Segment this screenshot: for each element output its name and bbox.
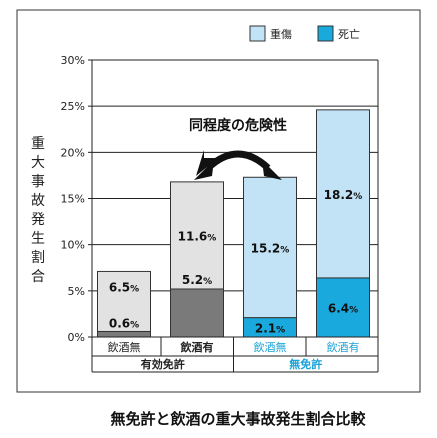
y-tick-label: 0% [68,331,85,344]
chart-caption: 無免許と飲酒の重大事故発生割合比較 [110,410,366,428]
y-axis-label-char: 大 [31,155,45,171]
y-axis-label-char: 合 [31,269,45,285]
bar-injury [170,181,224,290]
legend-label-fatal: 死亡 [338,27,360,41]
value-label-fatal: 6.4% [328,301,358,315]
value-label-fatal: 2.1% [255,321,285,335]
legend: 重傷 死亡 [249,25,360,42]
value-label-injury: 11.6% [178,229,217,243]
bar-fatal [316,277,370,338]
y-tick-label: 5% [68,285,85,298]
y-tick-label: 10% [61,239,85,252]
x-group-label: 有効免許 [141,357,185,371]
bar-fatal [170,288,224,338]
bar-injury [97,270,151,332]
y-axis-ticks: 0% 5% 10% 15% 20% 25% 30% [61,54,92,344]
legend-swatch-injury [249,25,266,42]
y-tick-label: 30% [61,54,85,67]
bar-fatal [97,330,151,338]
y-tick-label: 20% [61,146,85,159]
x-group-label: 無免許 [289,357,322,371]
x-category-label: 飲酒無 [254,340,287,354]
bar-injury [316,109,370,279]
y-axis-label-char: 故 [31,193,45,209]
value-label-fatal: 0.6% [109,316,139,330]
y-axis-label-char: 事 [31,174,45,190]
x-category-label: 飲酒有 [180,340,214,354]
y-axis-label-char: 重 [31,136,45,152]
value-label-injury: 18.2% [324,188,363,202]
value-label-injury: 15.2% [251,241,290,255]
x-category-label: 飲酒有 [327,340,360,354]
y-tick-label: 25% [61,100,85,113]
y-axis-label-char: 生 [31,231,45,247]
bars [97,109,370,338]
y-axis-label-char: 発 [31,212,45,228]
x-category-label: 飲酒無 [108,340,141,354]
y-axis-label-char: 割 [31,249,45,266]
legend-swatch-fatal [317,25,334,42]
y-axis-label: 重大事故発生割合 [31,136,45,285]
legend-label-injury: 重傷 [270,27,292,41]
bar-injury [243,176,297,319]
y-tick-label: 15% [61,193,85,206]
value-label-injury: 6.5% [109,280,139,294]
comparison-arrow [194,150,282,180]
value-label-fatal: 5.2% [182,273,212,287]
value-labels: 6.5% 0.6% 11.6% 5.2% 15.2% 2.1% 18.2% 6.4% [109,188,362,335]
annotation-text: 同程度の危険性 [189,117,287,134]
